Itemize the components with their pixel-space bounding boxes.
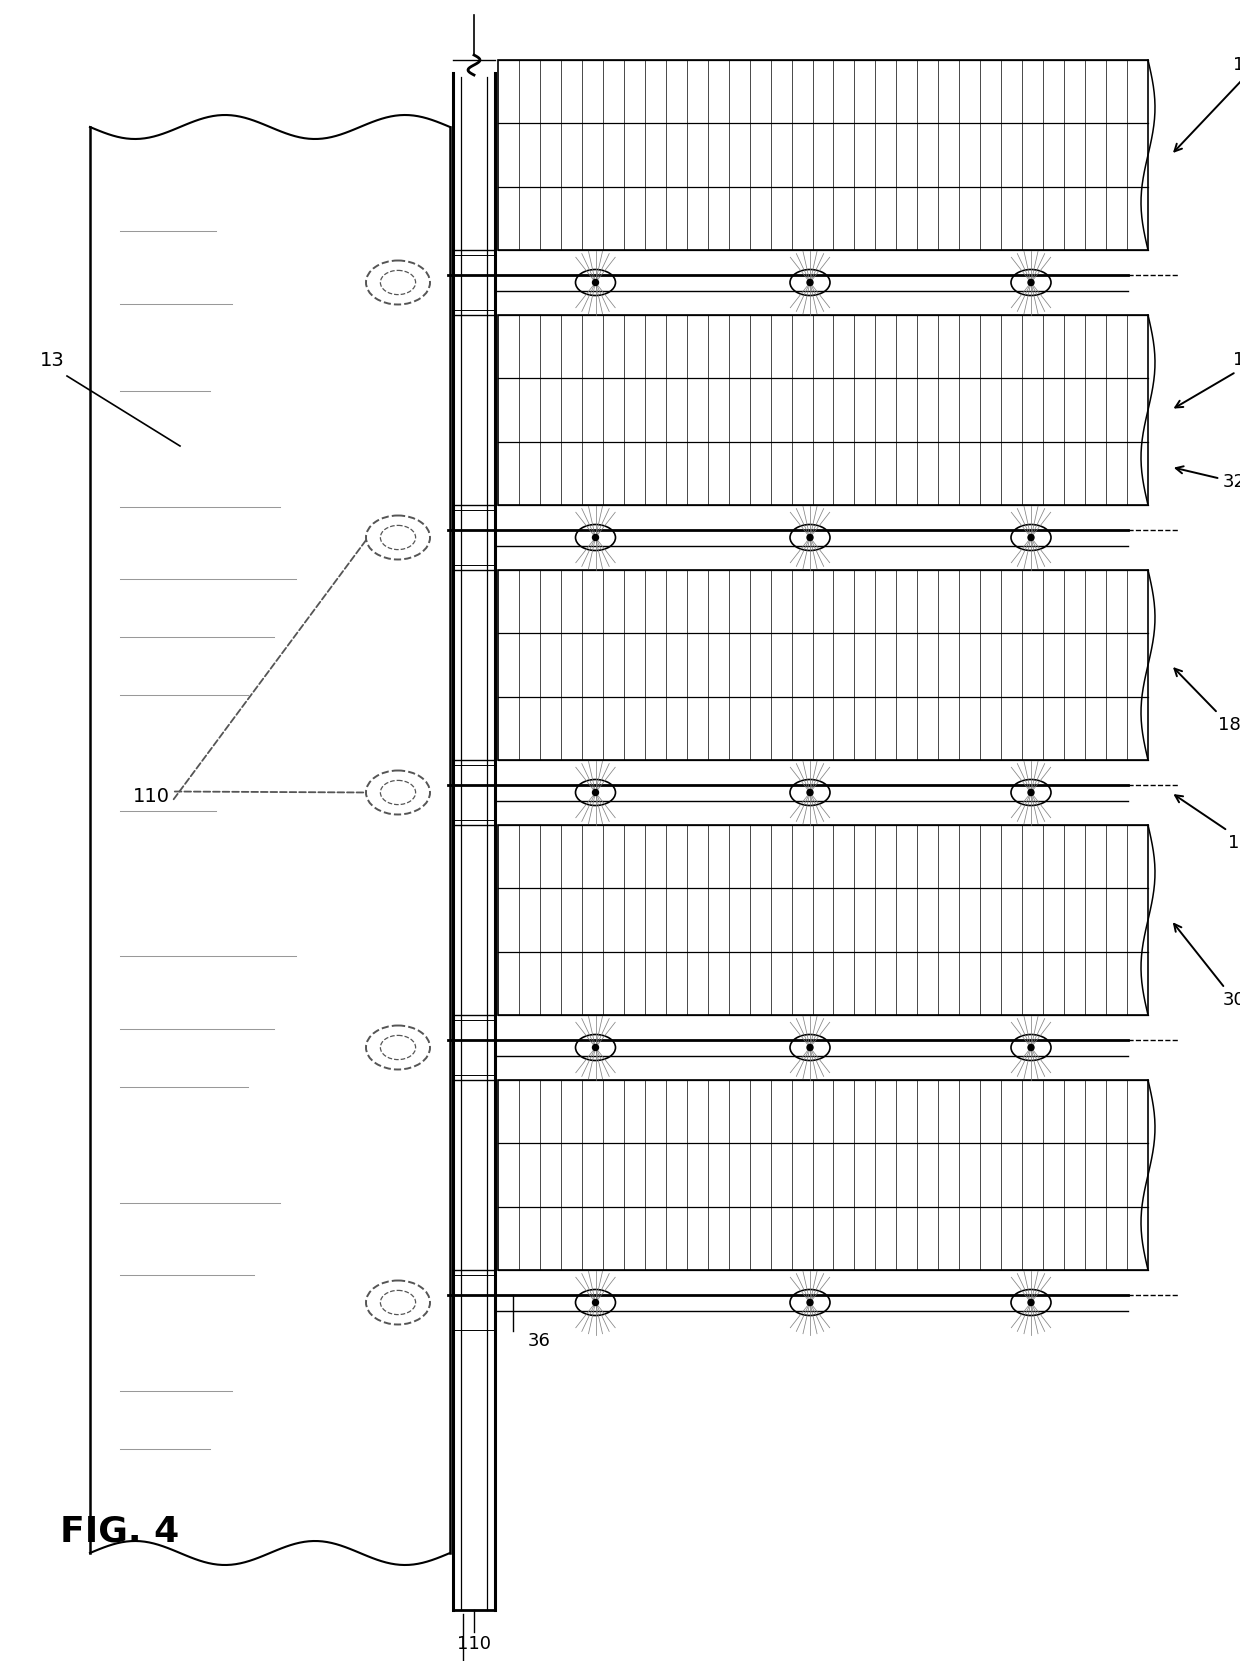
Ellipse shape: [575, 779, 615, 806]
Ellipse shape: [575, 1035, 615, 1060]
Circle shape: [807, 535, 813, 540]
Text: 120A: 120A: [1176, 350, 1240, 407]
Ellipse shape: [1011, 269, 1052, 296]
Bar: [498, 826, 1148, 1015]
Circle shape: [807, 279, 813, 286]
Circle shape: [1028, 1045, 1034, 1050]
Circle shape: [807, 789, 813, 796]
Ellipse shape: [790, 525, 830, 550]
Circle shape: [593, 789, 599, 796]
Ellipse shape: [790, 779, 830, 806]
Ellipse shape: [575, 525, 615, 550]
Ellipse shape: [790, 269, 830, 296]
Circle shape: [1028, 279, 1034, 286]
Text: 36: 36: [528, 1332, 551, 1350]
Circle shape: [593, 1045, 599, 1050]
Text: 122: 122: [1176, 796, 1240, 852]
Ellipse shape: [575, 269, 615, 296]
Bar: [498, 316, 1148, 505]
Circle shape: [593, 535, 599, 540]
Bar: [498, 1080, 1148, 1271]
Text: 110: 110: [458, 1634, 491, 1653]
Bar: [498, 60, 1148, 251]
Circle shape: [807, 1045, 813, 1050]
Circle shape: [807, 1299, 813, 1306]
Circle shape: [593, 1299, 599, 1306]
Circle shape: [1028, 1299, 1034, 1306]
Circle shape: [1028, 535, 1034, 540]
Text: FIG. 4: FIG. 4: [60, 1515, 180, 1550]
Text: 120A: 120A: [1174, 56, 1240, 151]
Bar: [498, 570, 1148, 761]
Ellipse shape: [575, 1289, 615, 1316]
Ellipse shape: [1011, 525, 1052, 550]
Text: 18: 18: [1174, 668, 1240, 734]
Text: 110: 110: [133, 787, 170, 806]
Text: 30: 30: [1174, 924, 1240, 1008]
Circle shape: [1028, 789, 1034, 796]
Ellipse shape: [1011, 779, 1052, 806]
Text: 13: 13: [40, 352, 64, 370]
Ellipse shape: [790, 1035, 830, 1060]
Ellipse shape: [1011, 1289, 1052, 1316]
Ellipse shape: [1011, 1035, 1052, 1060]
Ellipse shape: [790, 1289, 830, 1316]
Text: 32: 32: [1176, 467, 1240, 492]
Circle shape: [593, 279, 599, 286]
